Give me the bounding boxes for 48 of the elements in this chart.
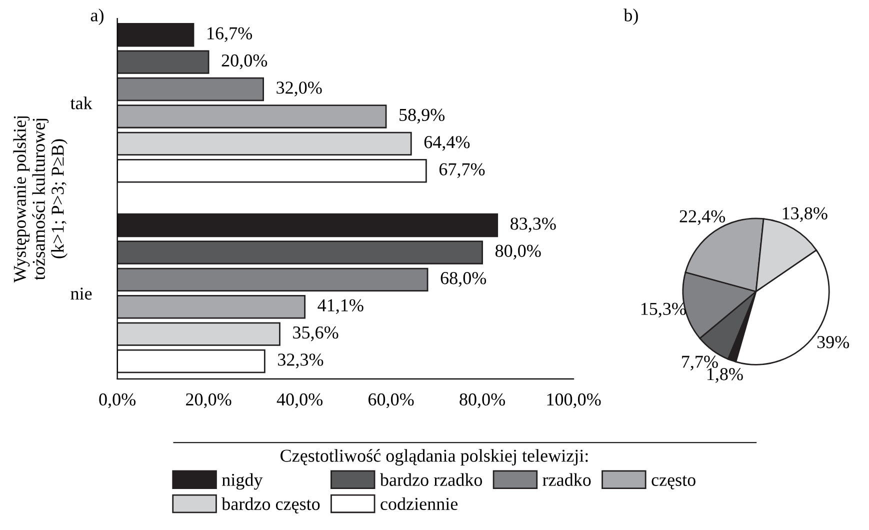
data-label: 32,3%	[278, 354, 324, 368]
bar	[117, 77, 264, 102]
bar	[117, 268, 428, 292]
bar	[117, 349, 266, 374]
data-label: 35,6%	[293, 326, 338, 342]
x-tick-label: 0,0%	[99, 393, 136, 408]
data-label: 41,1%	[318, 299, 364, 314]
bar	[117, 295, 306, 319]
x-tick-label: 20,0%	[186, 393, 232, 408]
bar	[117, 159, 427, 183]
data-label: 15,3%	[641, 302, 686, 318]
bar	[117, 132, 412, 156]
x-tick-label: 60,0%	[368, 393, 414, 408]
data-label: 13,8%	[782, 207, 828, 222]
legend-label: codziennie	[380, 497, 458, 510]
data-label: 58,9%	[400, 108, 445, 124]
data-label: 16,7%	[208, 27, 252, 42]
data-label: 20,0%	[222, 54, 268, 70]
legend-label: rzadko	[542, 473, 591, 486]
data-label: 32,0%	[276, 82, 322, 96]
y-axis-title: Występowanie polskiej tożsamości kulturowej (k>1; P>3; P≥B)	[13, 116, 68, 283]
bar	[117, 50, 210, 74]
data-label: 64,4%	[424, 136, 470, 151]
bar	[117, 104, 387, 128]
x-tick-label: 40,0%	[276, 393, 323, 408]
bar	[117, 213, 498, 238]
data-label: 1,8%	[707, 368, 743, 383]
bar	[117, 322, 280, 346]
text: b)	[624, 8, 638, 26]
data-label: 39%	[817, 336, 850, 348]
data-label: 67,7%	[439, 163, 485, 178]
data-label: 80,0%	[495, 244, 541, 260]
data-label: 7,7%	[682, 356, 718, 370]
legend-title: Częstotliwość oglądania polskiej telewizji:	[280, 449, 588, 466]
legend-label: nigdy	[222, 473, 263, 490]
legend-label: bardzo rzadko	[380, 473, 482, 486]
data-label: 22,4%	[680, 210, 726, 226]
legend-label: bardzo często	[222, 497, 320, 514]
x-tick-label: 80,0%	[460, 393, 505, 408]
text: a)	[90, 8, 104, 26]
data-label: 68,0%	[440, 272, 486, 287]
y-tick-label: tak	[70, 96, 92, 110]
x-tick-label: 100,0%	[547, 393, 601, 408]
bar	[117, 23, 194, 47]
data-label: 83,3%	[510, 218, 556, 232]
legend-label: często	[652, 476, 696, 490]
y-tick-label: nie	[70, 288, 92, 300]
bar	[117, 240, 483, 264]
